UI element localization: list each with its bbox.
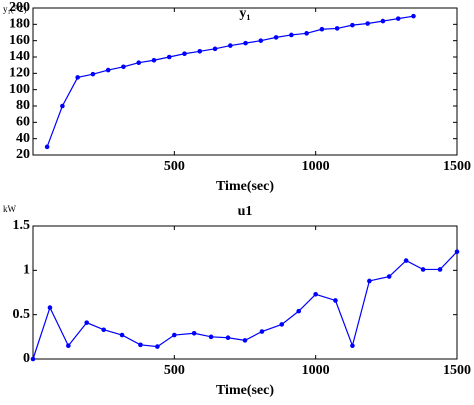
- data-point: [155, 344, 160, 349]
- data-point: [365, 21, 370, 26]
- x-tick-label: 1500: [443, 363, 471, 378]
- data-point: [172, 332, 177, 338]
- data-point: [296, 308, 302, 314]
- data-point: [242, 338, 248, 343]
- data-point: [191, 330, 197, 336]
- y-tick-label: 160: [9, 33, 30, 48]
- data-point: [273, 35, 279, 40]
- data-point: [75, 75, 80, 80]
- data-point: [212, 46, 218, 52]
- y-tick-label: 1.5: [13, 218, 31, 233]
- x-axis-label: Time(sec): [216, 179, 274, 194]
- data-point: [395, 16, 401, 21]
- data-point: [403, 258, 409, 263]
- x-tick-label: 500: [164, 363, 185, 378]
- y-tick-label: 80: [16, 98, 30, 113]
- data-line: [32, 251, 458, 360]
- data-point: [380, 18, 386, 24]
- chart-title: u1: [238, 204, 253, 219]
- chart-title: y₁: [239, 6, 250, 21]
- x-tick-label: 1000: [302, 159, 330, 174]
- data-point: [386, 274, 392, 279]
- y-tick-label: 120: [9, 66, 30, 81]
- data-point: [84, 320, 90, 325]
- x-tick-label: 500: [164, 159, 185, 174]
- plot-frame: [32, 225, 458, 360]
- data-point: [151, 57, 157, 63]
- data-point: [420, 267, 426, 272]
- y-tick-label: 40: [16, 131, 30, 146]
- y-tick-label: 140: [9, 49, 30, 64]
- data-point: [138, 342, 143, 348]
- x-axis-label: Time(sec): [216, 383, 274, 398]
- data-point: [66, 343, 71, 349]
- data-point: [304, 31, 309, 36]
- data-point: [258, 38, 264, 43]
- data-point: [350, 22, 355, 28]
- data-line: [46, 15, 414, 148]
- data-point: [319, 26, 325, 32]
- y-tick-label: 0: [23, 351, 30, 366]
- data-point: [47, 305, 53, 310]
- data-point: [182, 51, 187, 57]
- data-point: [90, 71, 96, 77]
- y-tick-label: 100: [9, 82, 30, 97]
- data-point: [279, 322, 285, 327]
- data-point: [313, 291, 318, 297]
- data-point: [454, 249, 460, 255]
- data-point: [60, 103, 65, 109]
- data-point: [350, 343, 355, 349]
- y-unit-label: kW: [3, 204, 17, 214]
- data-point: [334, 26, 340, 31]
- data-point: [166, 54, 172, 60]
- x-tick-label: 1500: [443, 159, 471, 174]
- y-tick-label: 20: [16, 147, 30, 162]
- plot-frame: [32, 7, 458, 156]
- y-tick-label: 60: [16, 115, 30, 130]
- data-point: [208, 334, 214, 340]
- data-point: [411, 13, 416, 19]
- data-point: [228, 43, 233, 48]
- y-tick-label: 200: [9, 0, 30, 15]
- data-point: [105, 67, 111, 73]
- data-point: [243, 40, 248, 46]
- y-unit-label: y₁(℃): [3, 4, 27, 14]
- data-point: [119, 332, 125, 338]
- y-tick-label: 1: [23, 263, 30, 278]
- data-point: [437, 267, 443, 272]
- data-point: [136, 60, 142, 66]
- data-point: [121, 64, 126, 70]
- data-point: [225, 335, 231, 341]
- y-tick-label: 0.5: [13, 307, 31, 322]
- data-point: [367, 278, 372, 284]
- data-point: [197, 48, 203, 54]
- data-point: [259, 329, 265, 334]
- data-point: [101, 327, 106, 333]
- data-point: [289, 32, 294, 38]
- data-point: [44, 144, 50, 150]
- data-point: [30, 356, 36, 362]
- y-tick-label: 180: [9, 17, 30, 32]
- data-point: [333, 298, 338, 303]
- x-tick-label: 1000: [302, 363, 330, 378]
